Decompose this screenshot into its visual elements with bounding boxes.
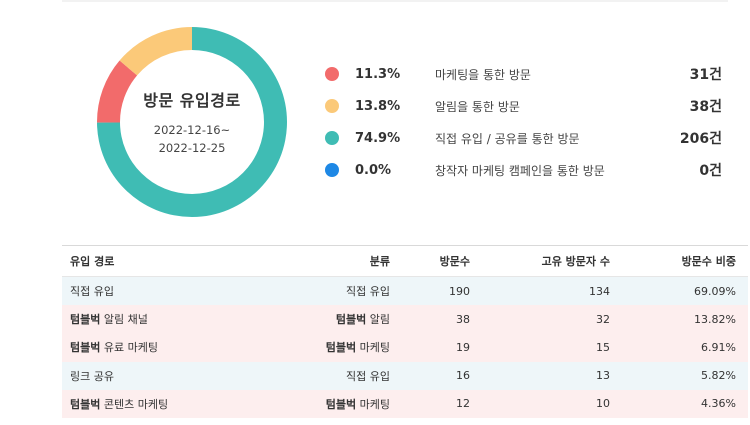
- brand-name: 텀블벅: [325, 341, 357, 355]
- category-text: 마케팅: [356, 397, 390, 411]
- top-divider: [62, 0, 728, 2]
- cell-visits: 190: [449, 284, 470, 298]
- brand-name: 텀블벅: [335, 313, 367, 327]
- cell-route: 직접 유입: [62, 277, 260, 306]
- route-text: 유료 마케팅: [100, 341, 158, 355]
- col-header-unique-visitors: 고유 방문자 수: [541, 255, 610, 268]
- legend-count: 206건: [679, 131, 722, 147]
- cell-visits: 19: [456, 340, 470, 354]
- donut-slice: [97, 60, 138, 123]
- donut-date-end: 2022-12-25: [158, 141, 226, 155]
- donut-center: 방문 유입경로 2022-12-16~ 2022-12-25: [92, 22, 292, 222]
- col-header-visit-share: 방문수 비중: [681, 255, 736, 268]
- route-text: 알림 채널: [100, 313, 148, 327]
- route-text: 직접 유입: [70, 285, 114, 299]
- legend-label: 창작자 마케팅 캠페인을 통한 방문: [435, 163, 605, 178]
- cell-unique-visitors: 32: [596, 312, 610, 326]
- category-text: 직접 유입: [346, 285, 390, 299]
- legend-label: 마케팅을 통한 방문: [435, 67, 531, 82]
- legend-count: 31건: [689, 67, 722, 83]
- legend-item: 13.8% 알림을 통한 방문 38건: [325, 90, 725, 122]
- legend-percent: 0.0%: [355, 162, 392, 178]
- cell-unique-visitors: 134: [589, 284, 610, 298]
- table-body: 직접 유입 직접 유입 190 134 69.09% 텀블벅 알림 채널 텀블벅…: [62, 276, 748, 418]
- brand-name: 텀블벅: [70, 313, 101, 327]
- table-row: 링크 공유 직접 유입 16 13 5.82%: [62, 361, 748, 390]
- cell-route: 텀블벅 콘텐츠 마케팅: [62, 390, 260, 418]
- donut-date-start: 2022-12-16~: [153, 123, 231, 137]
- route-text: 링크 공유: [70, 369, 114, 383]
- category-text: 직접 유입: [346, 369, 390, 383]
- cell-unique-visitors: 10: [596, 397, 610, 411]
- legend-percent: 13.8%: [355, 98, 401, 114]
- cell-visit-share: 13.82%: [694, 312, 736, 326]
- legend-dot: [325, 99, 339, 113]
- brand-name: 텀블벅: [325, 397, 357, 411]
- col-header-category: 분류: [369, 255, 390, 268]
- cell-visits: 38: [456, 312, 470, 326]
- table-header-row: 유입 경로 분류 방문수 고유 방문자 수 방문수 비중: [62, 245, 748, 277]
- cell-route: 링크 공유: [62, 362, 260, 390]
- route-text: 콘텐츠 마케팅: [100, 397, 169, 411]
- legend-dot: [325, 163, 339, 177]
- traffic-table-wrap: 유입 경로 분류 방문수 고유 방문자 수 방문수 비중 직접 유입 직접 유입…: [62, 245, 748, 418]
- cell-route: 텀블벅 알림 채널: [62, 305, 260, 333]
- legend-label: 직접 유입 / 공유를 통한 방문: [435, 131, 580, 146]
- cell-category: 텀블벅 마케팅: [260, 390, 390, 418]
- cell-visit-share: 4.36%: [701, 397, 736, 411]
- legend-percent: 11.3%: [355, 66, 401, 82]
- legend-item: 74.9% 직접 유입 / 공유를 통한 방문 206건: [325, 122, 725, 154]
- cell-route: 텀블벅 유료 마케팅: [62, 333, 260, 361]
- legend-count: 0건: [699, 163, 722, 179]
- category-text: 마케팅: [356, 341, 390, 355]
- col-header-route: 유입 경로: [70, 255, 115, 268]
- table-row: 텀블벅 콘텐츠 마케팅 텀블벅 마케팅 12 10 4.36%: [62, 389, 748, 418]
- cell-visits: 12: [456, 397, 470, 411]
- cell-visit-share: 69.09%: [694, 284, 736, 298]
- cell-unique-visitors: 15: [596, 340, 610, 354]
- cell-visits: 16: [456, 369, 470, 383]
- cell-visit-share: 5.82%: [701, 369, 736, 383]
- donut-legend: 11.3% 마케팅을 통한 방문 31건 13.8% 알림을 통한 방문 38건…: [325, 58, 725, 186]
- legend-percent: 74.9%: [355, 130, 401, 146]
- donut-slice: [119, 27, 192, 76]
- legend-dot: [325, 131, 339, 145]
- legend-item: 0.0% 창작자 마케팅 캠페인을 통한 방문 0건: [325, 154, 725, 186]
- category-text: 알림: [366, 313, 390, 327]
- traffic-table: 유입 경로 분류 방문수 고유 방문자 수 방문수 비중 직접 유입 직접 유입…: [62, 245, 748, 418]
- cell-category: 직접 유입: [260, 362, 390, 390]
- table-row: 직접 유입 직접 유입 190 134 69.09%: [62, 276, 748, 306]
- brand-name: 텀블벅: [70, 397, 101, 411]
- table-row: 텀블벅 알림 채널 텀블벅 알림 38 32 13.82%: [62, 305, 748, 334]
- legend-item: 11.3% 마케팅을 통한 방문 31건: [325, 58, 725, 90]
- table-header: 유입 경로 분류 방문수 고유 방문자 수 방문수 비중: [62, 245, 748, 277]
- legend-count: 38건: [689, 99, 722, 115]
- table-row: 텀블벅 유료 마케팅 텀블벅 마케팅 19 15 6.91%: [62, 333, 748, 362]
- cell-category: 텀블벅 알림: [260, 305, 390, 333]
- col-header-visits: 방문수: [439, 255, 470, 268]
- brand-name: 텀블벅: [70, 341, 101, 355]
- legend-label: 알림을 통한 방문: [435, 99, 520, 114]
- cell-unique-visitors: 13: [596, 369, 610, 383]
- donut-title: 방문 유입경로: [143, 91, 241, 110]
- cell-visit-share: 6.91%: [701, 340, 736, 354]
- donut-chart: 방문 유입경로 2022-12-16~ 2022-12-25: [92, 22, 292, 222]
- legend-dot: [325, 67, 339, 81]
- cell-category: 직접 유입: [260, 277, 390, 306]
- donut-svg: [97, 27, 287, 217]
- cell-category: 텀블벅 마케팅: [260, 333, 390, 361]
